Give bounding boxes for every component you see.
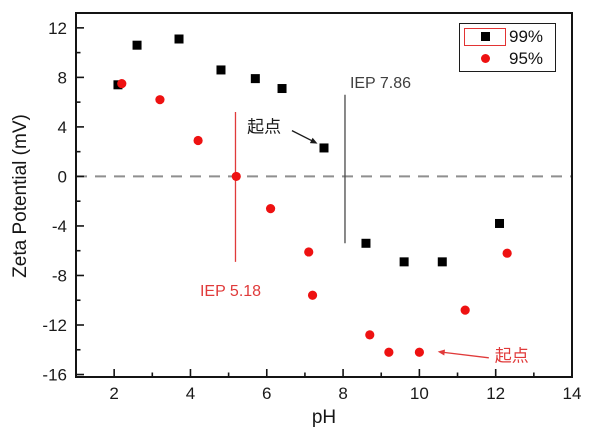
- data-point-95%: [414, 347, 424, 357]
- start-point-label-99-arrow-line: [291, 130, 314, 142]
- plot-border: [75, 12, 573, 378]
- data-point-99%: [319, 143, 329, 153]
- start-point-label-99: 起点: [247, 117, 281, 136]
- data-point-95%: [155, 95, 165, 105]
- legend-highlight-box: [464, 27, 506, 46]
- data-point-95%: [231, 171, 241, 182]
- data-point-99%: [216, 65, 226, 75]
- start-point-label-95-arrowhead-icon: [437, 349, 446, 356]
- data-point-95%: [384, 347, 394, 357]
- data-point-99%: [495, 218, 505, 228]
- data-point-95%: [365, 330, 375, 340]
- y-tick-label: 8: [58, 68, 67, 87]
- x-tick-label: 14: [563, 384, 582, 403]
- y-tick-label: -8: [52, 266, 67, 285]
- x-tick-label: 10: [410, 384, 429, 403]
- data-point-95%: [304, 247, 314, 257]
- data-point-95%: [117, 78, 127, 89]
- x-tick-label: 2: [109, 384, 118, 403]
- legend-square-marker-icon: [480, 32, 490, 41]
- y-axis-label: Zeta Potential (mV): [10, 114, 31, 278]
- y-tick-label: -4: [52, 217, 67, 236]
- x-tick-label: 12: [486, 384, 505, 403]
- data-point-99%: [399, 257, 409, 267]
- data-point-95%: [307, 290, 318, 300]
- start-point-label-95: 起点: [495, 346, 529, 365]
- data-point-99%: [132, 40, 142, 50]
- x-tick-label: 6: [262, 384, 271, 403]
- data-point-95%: [265, 204, 276, 214]
- x-axis-label: pH: [311, 407, 337, 428]
- data-point-95%: [460, 305, 470, 315]
- data-point-99%: [250, 74, 260, 84]
- iep-label-99: IEP 7.86: [350, 75, 411, 92]
- start-point-label-99-arrowhead-icon: [309, 137, 318, 144]
- y-tick-label: 4: [58, 118, 67, 137]
- start-point-label-95-arrow-line: [442, 351, 489, 359]
- data-point-95%: [502, 248, 512, 258]
- y-tick-label: -16: [42, 366, 67, 385]
- legend: 99% 95%: [459, 23, 556, 72]
- iep-label-95: IEP 5.18: [200, 283, 261, 300]
- legend-circle-marker-icon: [480, 54, 490, 63]
- y-tick-label: 0: [58, 167, 67, 186]
- legend-label-99: 99%: [509, 26, 544, 46]
- y-tick-label: 12: [48, 19, 67, 38]
- data-point-99%: [277, 84, 287, 94]
- data-point-99%: [437, 257, 447, 267]
- legend-item-99: 99%: [460, 26, 555, 47]
- x-tick-label: 4: [186, 384, 195, 403]
- data-point-99%: [174, 34, 184, 44]
- legend-marker-box: [464, 50, 506, 68]
- data-point-95%: [193, 135, 203, 146]
- legend-item-95: 95%: [460, 48, 555, 69]
- x-tick-label: 8: [338, 384, 347, 403]
- legend-label-95: 95%: [509, 48, 544, 68]
- data-point-99%: [361, 238, 371, 248]
- y-tick-label: -12: [42, 316, 67, 335]
